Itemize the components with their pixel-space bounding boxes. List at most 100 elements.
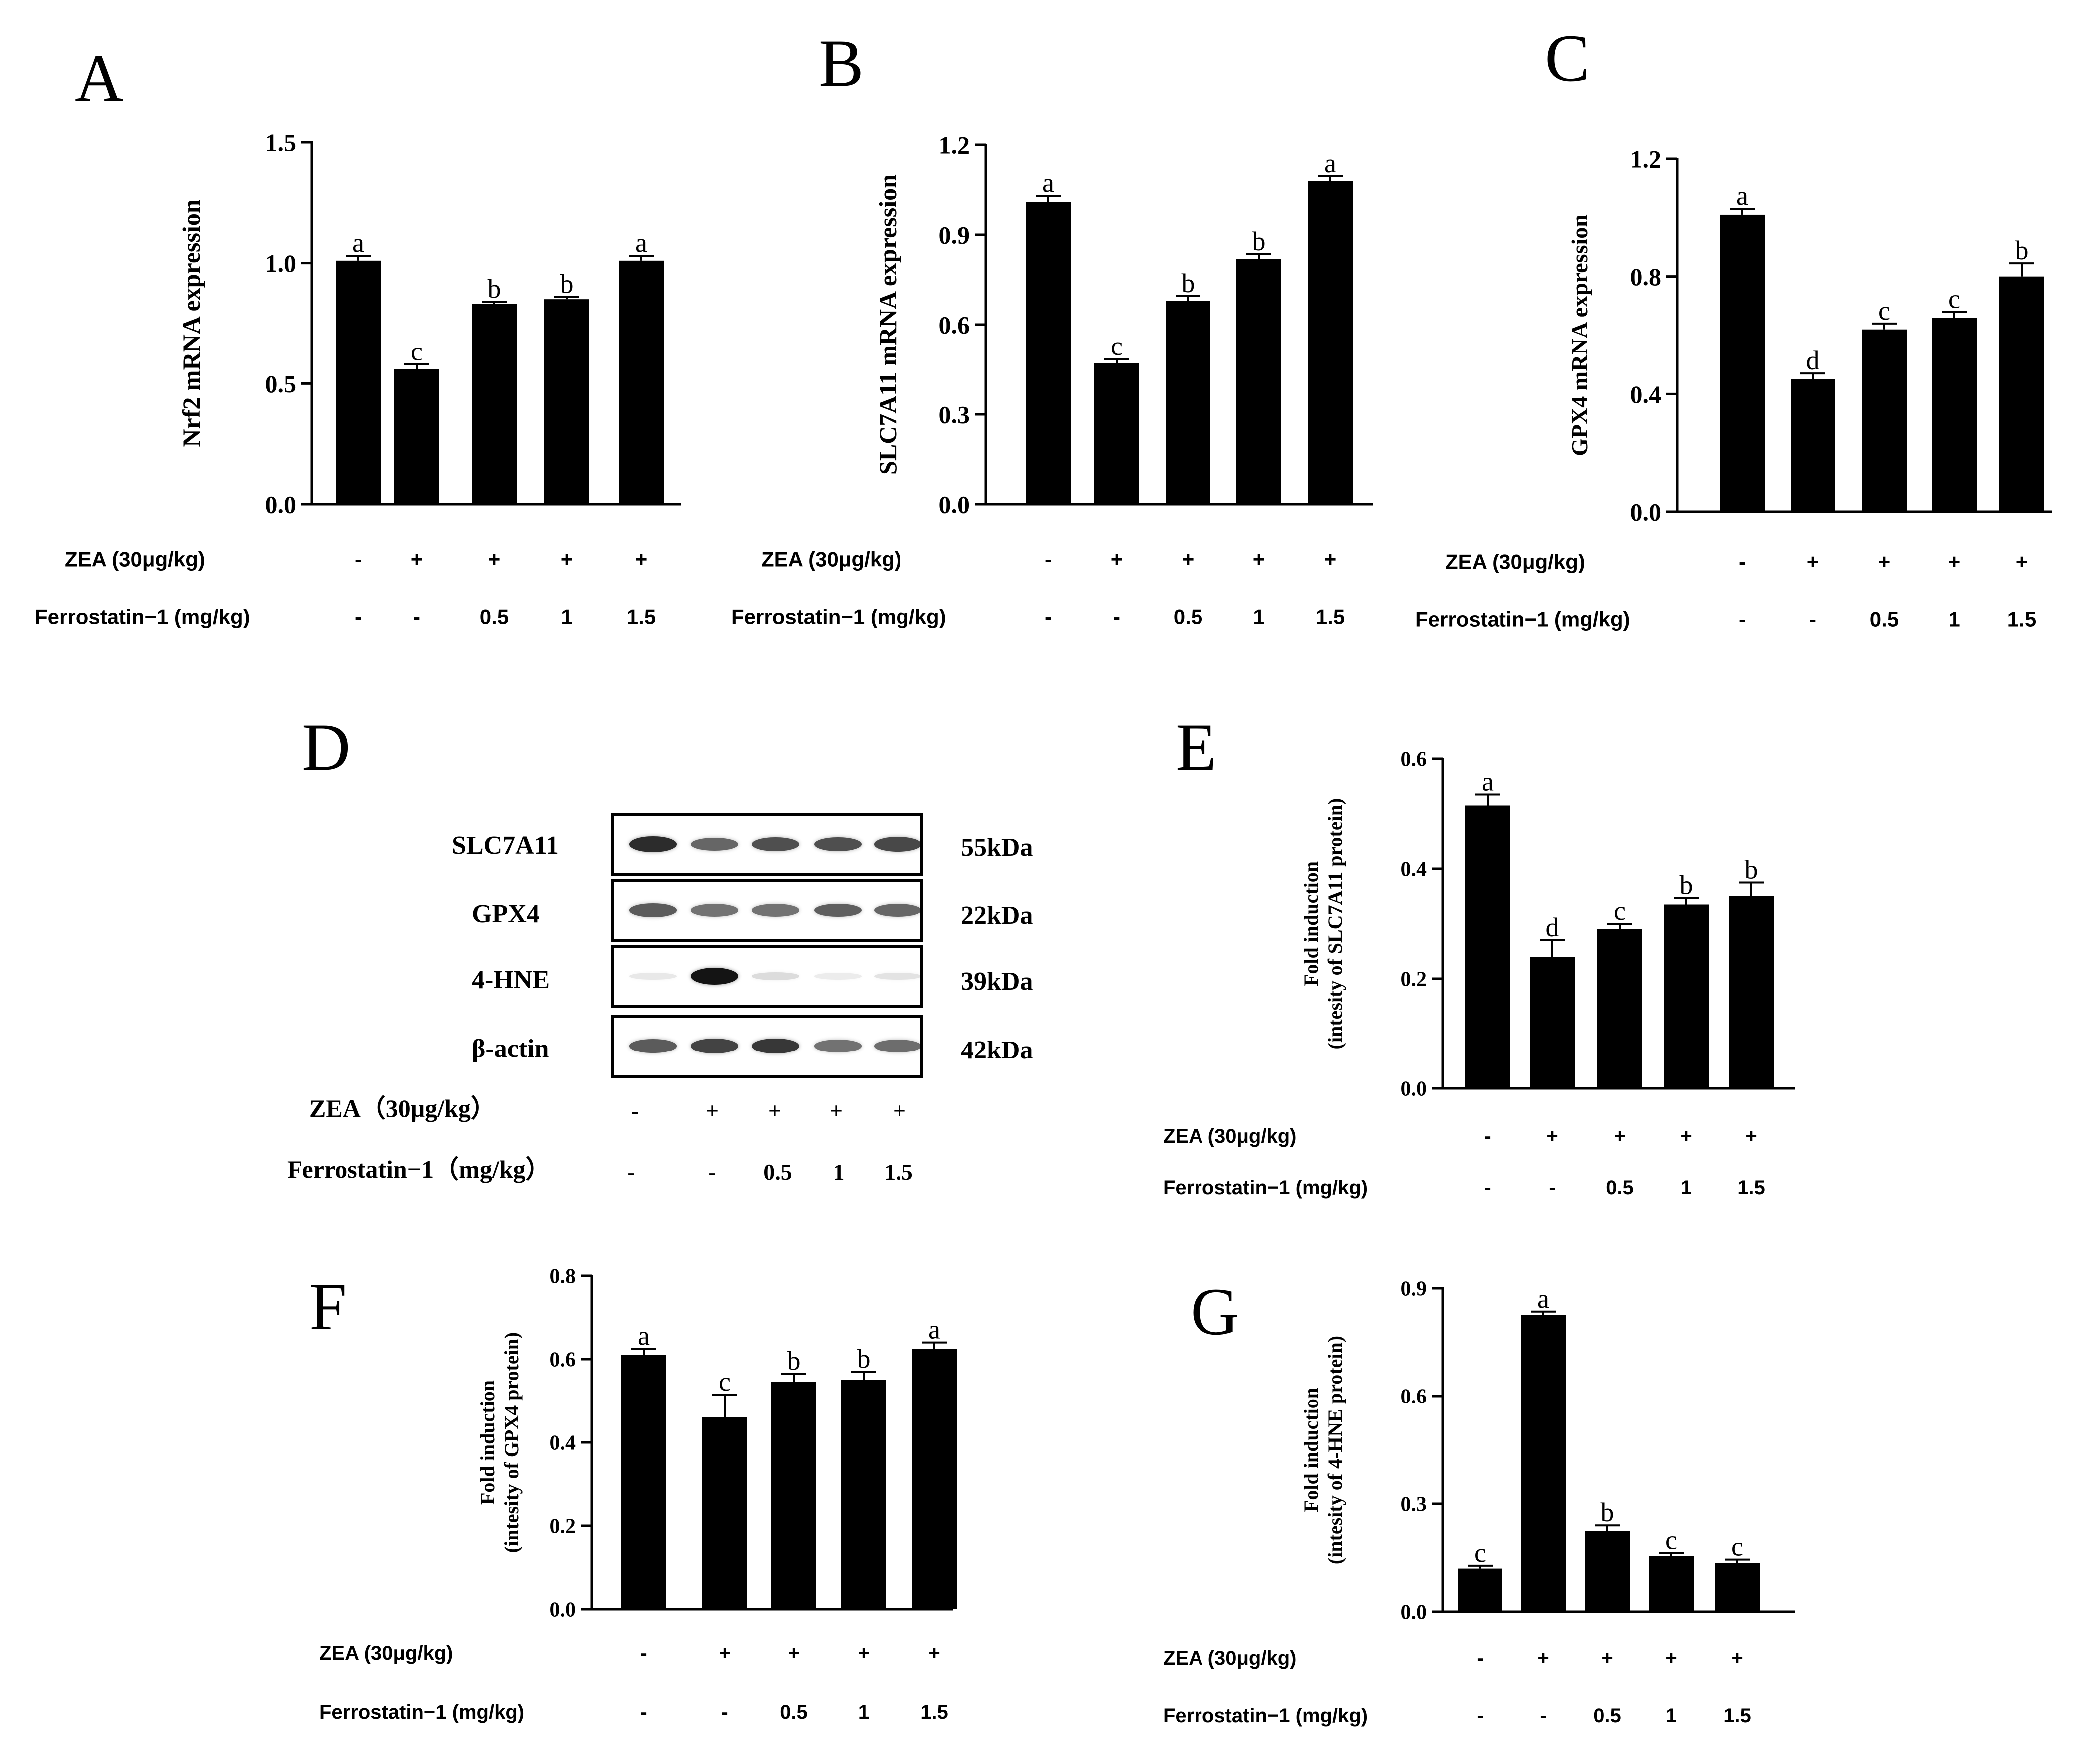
chart-g-bar (1649, 1556, 1694, 1612)
chart-f-bar (702, 1417, 747, 1609)
blot-band (814, 973, 862, 980)
blot-band (629, 1039, 677, 1053)
blot-band (691, 968, 738, 985)
chart-f-ferrostatin-value: - (721, 1701, 728, 1723)
chart-e-ferrostatin-value: - (1484, 1177, 1491, 1199)
chart-f-significance-letter: a (638, 1321, 650, 1351)
chart-b-bar (1166, 301, 1210, 504)
chart-b-significance-letter: b (1252, 226, 1266, 256)
chart-e-significance-letter: c (1614, 896, 1626, 926)
chart-b-significance-letter: c (1111, 331, 1123, 361)
chart-c-zea-value: + (1807, 550, 1819, 574)
chart-e-zea-value: + (1614, 1125, 1625, 1147)
chart-f-zea-value: + (719, 1642, 730, 1664)
panel-letter-b: B (819, 26, 864, 101)
chart-g-ferrostatin-value: 1.5 (1723, 1705, 1751, 1727)
chart-a-zea-label: ZEA (30μg/kg) (65, 548, 205, 571)
chart-c-bar (1932, 318, 1977, 512)
chart-a-significance-letter: a (635, 228, 647, 258)
blot-ferro-value: 1.5 (884, 1159, 913, 1185)
blot-ferro-value: - (627, 1159, 635, 1185)
chart-b-zea-value: + (1324, 548, 1337, 571)
blot-band (752, 1038, 799, 1054)
chart-g-zea-label: ZEA (30μg/kg) (1163, 1647, 1296, 1669)
chart-b-y-axis-title: SLC7A11 mRNA expression (874, 174, 901, 475)
chart-c-significance-letter: b (2015, 235, 2029, 265)
chart-e-y-axis-title: Fold induction (1300, 861, 1322, 986)
chart-a-y-tick-label: 1.5 (265, 129, 297, 157)
chart-f-y-tick-label: 0.8 (550, 1265, 576, 1288)
chart-e-ferrostatin-value: 1 (1681, 1177, 1692, 1199)
chart-e-zea-value: + (1680, 1125, 1692, 1147)
chart-f-bar (912, 1349, 957, 1609)
chart-b-y-tick-label: 0.9 (939, 221, 970, 249)
blot-band (629, 972, 677, 980)
chart-a-significance-letter: b (560, 269, 574, 299)
chart-f-bar (621, 1355, 666, 1609)
chart-e-zea-value: - (1484, 1125, 1491, 1147)
chart-f-significance-letter: a (928, 1315, 940, 1345)
chart-f-y-axis-title: Fold induction (476, 1380, 499, 1505)
blot-row-slc7a11 (611, 813, 923, 876)
chart-f-zea-value: + (788, 1642, 799, 1664)
chart-a-bar (336, 260, 381, 504)
chart-a-significance-letter: a (352, 228, 364, 258)
chart-c-significance-letter: a (1736, 181, 1748, 211)
chart-c-ferrostatin-label: Ferrostatin−1 (mg/kg) (1415, 608, 1630, 631)
chart-c-y-axis-title: GPX4 mRNA expression (1567, 214, 1592, 456)
chart-b-bar (1094, 363, 1139, 504)
chart-a-significance-letter: b (488, 274, 501, 304)
chart-a-y-tick-label: 0.5 (265, 370, 297, 398)
chart-g-ferrostatin-value: 0.5 (1593, 1705, 1621, 1727)
chart-b-significance-letter: a (1042, 168, 1054, 198)
chart-b-ferrostatin-value: 0.5 (1174, 605, 1202, 629)
blot-row-4hne (611, 945, 923, 1008)
chart-b-zea-value: - (1045, 548, 1052, 571)
chart-b-zea-value: + (1111, 548, 1123, 571)
chart-g-y-axis-title: Fold induction (1300, 1388, 1322, 1512)
panel-letter-e: E (1176, 710, 1217, 785)
chart-e-significance-letter: d (1546, 912, 1559, 942)
chart-g-y-tick-label: 0.3 (1401, 1493, 1427, 1516)
chart-g-y-tick-label: 0.6 (1401, 1386, 1427, 1408)
chart-c-ferrostatin-value: - (1739, 608, 1746, 631)
chart-a-bar (394, 369, 439, 504)
chart-e-y-tick-label: 0.0 (1401, 1078, 1427, 1101)
blot-ferro-value: 1 (833, 1159, 845, 1185)
blot-band (814, 1040, 862, 1052)
panel-letter-d: D (302, 710, 351, 785)
chart-a-ferrostatin-label: Ferrostatin−1 (mg/kg) (35, 605, 250, 629)
blot-ferro-value: 0.5 (763, 1159, 792, 1185)
chart-c-significance-letter: d (1806, 346, 1820, 375)
chart-a-ferrostatin-value: - (355, 605, 362, 629)
blot-band (874, 1040, 920, 1052)
chart-a-bar (472, 304, 517, 504)
chart-e-ferrostatin-value: 0.5 (1606, 1177, 1634, 1199)
chart-b-bar (1308, 181, 1353, 504)
blot-band (752, 837, 799, 852)
chart-a-ferrostatin-value: 0.5 (480, 605, 509, 629)
chart-b-significance-letter: b (1182, 268, 1195, 298)
blot-protein-gpx4: GPX4 (472, 900, 540, 928)
chart-c-zea-value: - (1739, 550, 1746, 574)
chart-b-zea-value: + (1182, 548, 1195, 571)
chart-e-significance-letter: b (1680, 870, 1693, 900)
panel-letter-g: G (1191, 1275, 1239, 1349)
chart-f-significance-letter: b (787, 1346, 801, 1376)
chart-a-zea-value: + (411, 548, 423, 571)
chart-g-y-axis-title: (intesity of 4-HNE protein) (1324, 1336, 1346, 1564)
chart-g-significance-letter: b (1601, 1497, 1614, 1527)
chart-e-significance-letter: b (1745, 855, 1758, 885)
chart-g-significance-letter: c (1665, 1525, 1677, 1555)
chart-c-bar (1999, 276, 2044, 512)
blot-size-39kda: 39kDa (961, 967, 1033, 996)
chart-f-bar (841, 1380, 886, 1609)
chart-f-bar (771, 1382, 816, 1609)
chart-e-ferrostatin-value: 1.5 (1737, 1177, 1765, 1199)
chart-e-ferrostatin-value: - (1549, 1177, 1555, 1199)
chart-b-ferrostatin-label: Ferrostatin−1 (mg/kg) (731, 605, 946, 629)
chart-g-zea-value: + (1731, 1647, 1743, 1669)
chart-c-significance-letter: c (1948, 284, 1960, 314)
chart-e-ferrostatin-label: Ferrostatin−1 (mg/kg) (1163, 1177, 1368, 1199)
chart-g-bar (1585, 1531, 1630, 1612)
